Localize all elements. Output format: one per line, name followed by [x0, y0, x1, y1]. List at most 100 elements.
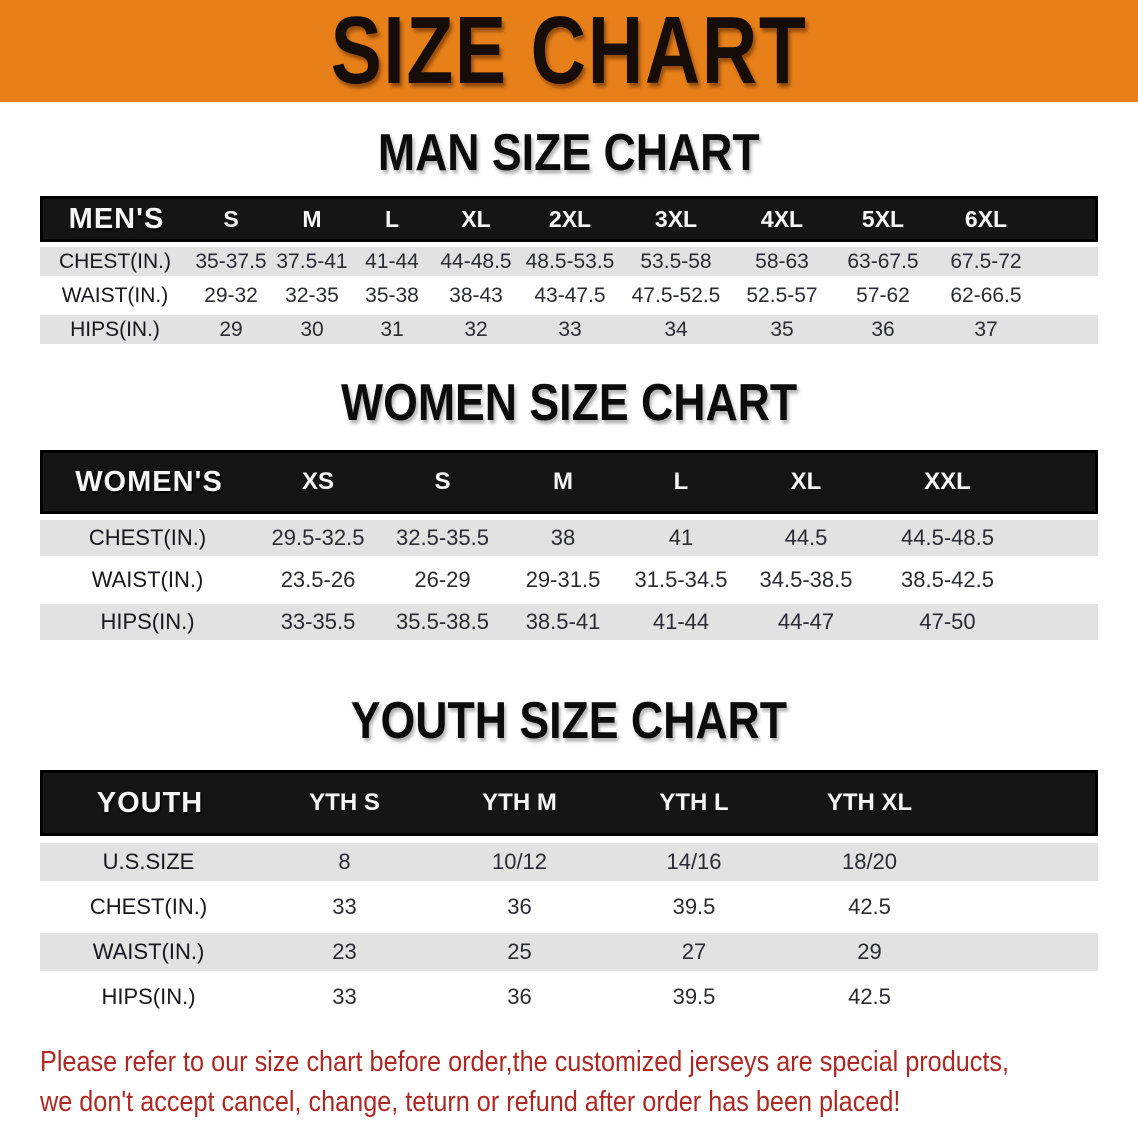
size-value: 38 [504, 514, 622, 556]
size-col-header: 2XL [520, 196, 620, 242]
size-value: 30 [272, 310, 352, 344]
disclaimer-line-1-wrap: Please refer to our size chart before or… [40, 1042, 1138, 1082]
women-size-table: WOMEN'S XS S M L XL XXL CHEST(IN.) 29.5-… [40, 450, 1098, 640]
size-value: 58-63 [732, 242, 832, 276]
youth-table-title: YOUTH [40, 770, 257, 836]
row-label: WAIST(IN.) [40, 926, 257, 971]
size-value: 38.5-41 [504, 598, 622, 640]
size-value: 29-32 [190, 276, 272, 310]
women-header-row: WOMEN'S XS S M L XL XXL [40, 450, 1098, 514]
size-value: 25 [432, 926, 607, 971]
size-value: 32-35 [272, 276, 352, 310]
men-section-heading: MAN SIZE CHART [0, 122, 1138, 182]
size-value: 27 [607, 926, 781, 971]
size-col-header: XL [740, 450, 872, 514]
size-col-header: 5XL [832, 196, 934, 242]
size-value: 29 [190, 310, 272, 344]
disclaimer-note: Please refer to our size chart before or… [0, 1042, 1138, 1122]
size-value: 38.5-42.5 [872, 556, 1023, 598]
header-spacer [958, 770, 1098, 836]
size-value: 41-44 [622, 598, 740, 640]
size-col-header: M [504, 450, 622, 514]
size-value: 32 [432, 310, 520, 344]
size-value: 29.5-32.5 [255, 514, 381, 556]
size-value: 29-31.5 [504, 556, 622, 598]
youth-heading-text: YOUTH SIZE CHART [350, 690, 788, 750]
size-value: 37 [934, 310, 1038, 344]
youth-chest-row: CHEST(IN.) 33 36 39.5 42.5 [40, 881, 1098, 926]
size-value: 26-29 [381, 556, 504, 598]
row-spacer [1023, 514, 1098, 556]
size-value: 10/12 [432, 836, 607, 881]
header-spacer [1023, 450, 1098, 514]
size-value: 44.5 [740, 514, 872, 556]
women-section-heading: WOMEN SIZE CHART [0, 373, 1138, 431]
size-value: 36 [432, 971, 607, 1016]
row-label: WAIST(IN.) [40, 276, 190, 310]
size-value: 39.5 [607, 971, 781, 1016]
size-value: 36 [432, 881, 607, 926]
size-col-header: YTH L [607, 770, 781, 836]
size-value: 32.5-35.5 [381, 514, 504, 556]
size-value: 34.5-38.5 [740, 556, 872, 598]
row-label: HIPS(IN.) [40, 598, 255, 640]
row-spacer [1038, 242, 1098, 276]
size-value: 38-43 [432, 276, 520, 310]
size-col-header: YTH M [432, 770, 607, 836]
disclaimer-line-1: Please refer to our size chart before or… [40, 1046, 1010, 1078]
title-banner: SIZE CHART [0, 0, 1138, 102]
size-col-header: S [381, 450, 504, 514]
size-col-header: XS [255, 450, 381, 514]
size-value: 34 [620, 310, 732, 344]
header-spacer [1038, 196, 1098, 242]
size-col-header: M [272, 196, 352, 242]
size-value: 47.5-52.5 [620, 276, 732, 310]
size-value: 57-62 [832, 276, 934, 310]
row-spacer [1038, 276, 1098, 310]
men-waist-row: WAIST(IN.) 29-32 32-35 35-38 38-43 43-47… [40, 276, 1098, 310]
size-value: 48.5-53.5 [520, 242, 620, 276]
size-value: 31.5-34.5 [622, 556, 740, 598]
row-spacer [958, 971, 1098, 1016]
size-value: 35-37.5 [190, 242, 272, 276]
size-col-header: YTH S [257, 770, 432, 836]
row-spacer [958, 881, 1098, 926]
women-hips-row: HIPS(IN.) 33-35.5 35.5-38.5 38.5-41 41-4… [40, 598, 1098, 640]
size-col-header: XL [432, 196, 520, 242]
row-label: U.S.SIZE [40, 836, 257, 881]
size-value: 33-35.5 [255, 598, 381, 640]
size-value: 63-67.5 [832, 242, 934, 276]
size-value: 41 [622, 514, 740, 556]
women-chest-row: CHEST(IN.) 29.5-32.5 32.5-35.5 38 41 44.… [40, 514, 1098, 556]
size-value: 33 [257, 881, 432, 926]
size-value: 42.5 [781, 971, 958, 1016]
size-value: 8 [257, 836, 432, 881]
size-value: 18/20 [781, 836, 958, 881]
men-heading-text: MAN SIZE CHART [378, 122, 760, 182]
size-value: 35 [732, 310, 832, 344]
youth-header-row: YOUTH YTH S YTH M YTH L YTH XL [40, 770, 1098, 836]
size-value: 39.5 [607, 881, 781, 926]
men-size-table: MEN'S S M L XL 2XL 3XL 4XL 5XL 6XL CHEST… [40, 196, 1098, 344]
size-value: 43-47.5 [520, 276, 620, 310]
size-value: 36 [832, 310, 934, 344]
size-value: 44-47 [740, 598, 872, 640]
size-value: 42.5 [781, 881, 958, 926]
women-table-title: WOMEN'S [40, 450, 255, 514]
size-value: 35-38 [352, 276, 432, 310]
size-value: 23.5-26 [255, 556, 381, 598]
size-value: 23 [257, 926, 432, 971]
size-col-header: XXL [872, 450, 1023, 514]
page-title: SIZE CHART [330, 0, 808, 104]
size-value: 53.5-58 [620, 242, 732, 276]
size-col-header: L [622, 450, 740, 514]
disclaimer-line-2-wrap: we don't accept cancel, change, teturn o… [40, 1082, 1138, 1122]
size-col-header: L [352, 196, 432, 242]
youth-size-table: YOUTH YTH S YTH M YTH L YTH XL U.S.SIZE … [40, 770, 1098, 1016]
men-table-title: MEN'S [40, 196, 190, 242]
size-value: 44-48.5 [432, 242, 520, 276]
row-label: CHEST(IN.) [40, 242, 190, 276]
row-spacer [1023, 598, 1098, 640]
youth-waist-row: WAIST(IN.) 23 25 27 29 [40, 926, 1098, 971]
